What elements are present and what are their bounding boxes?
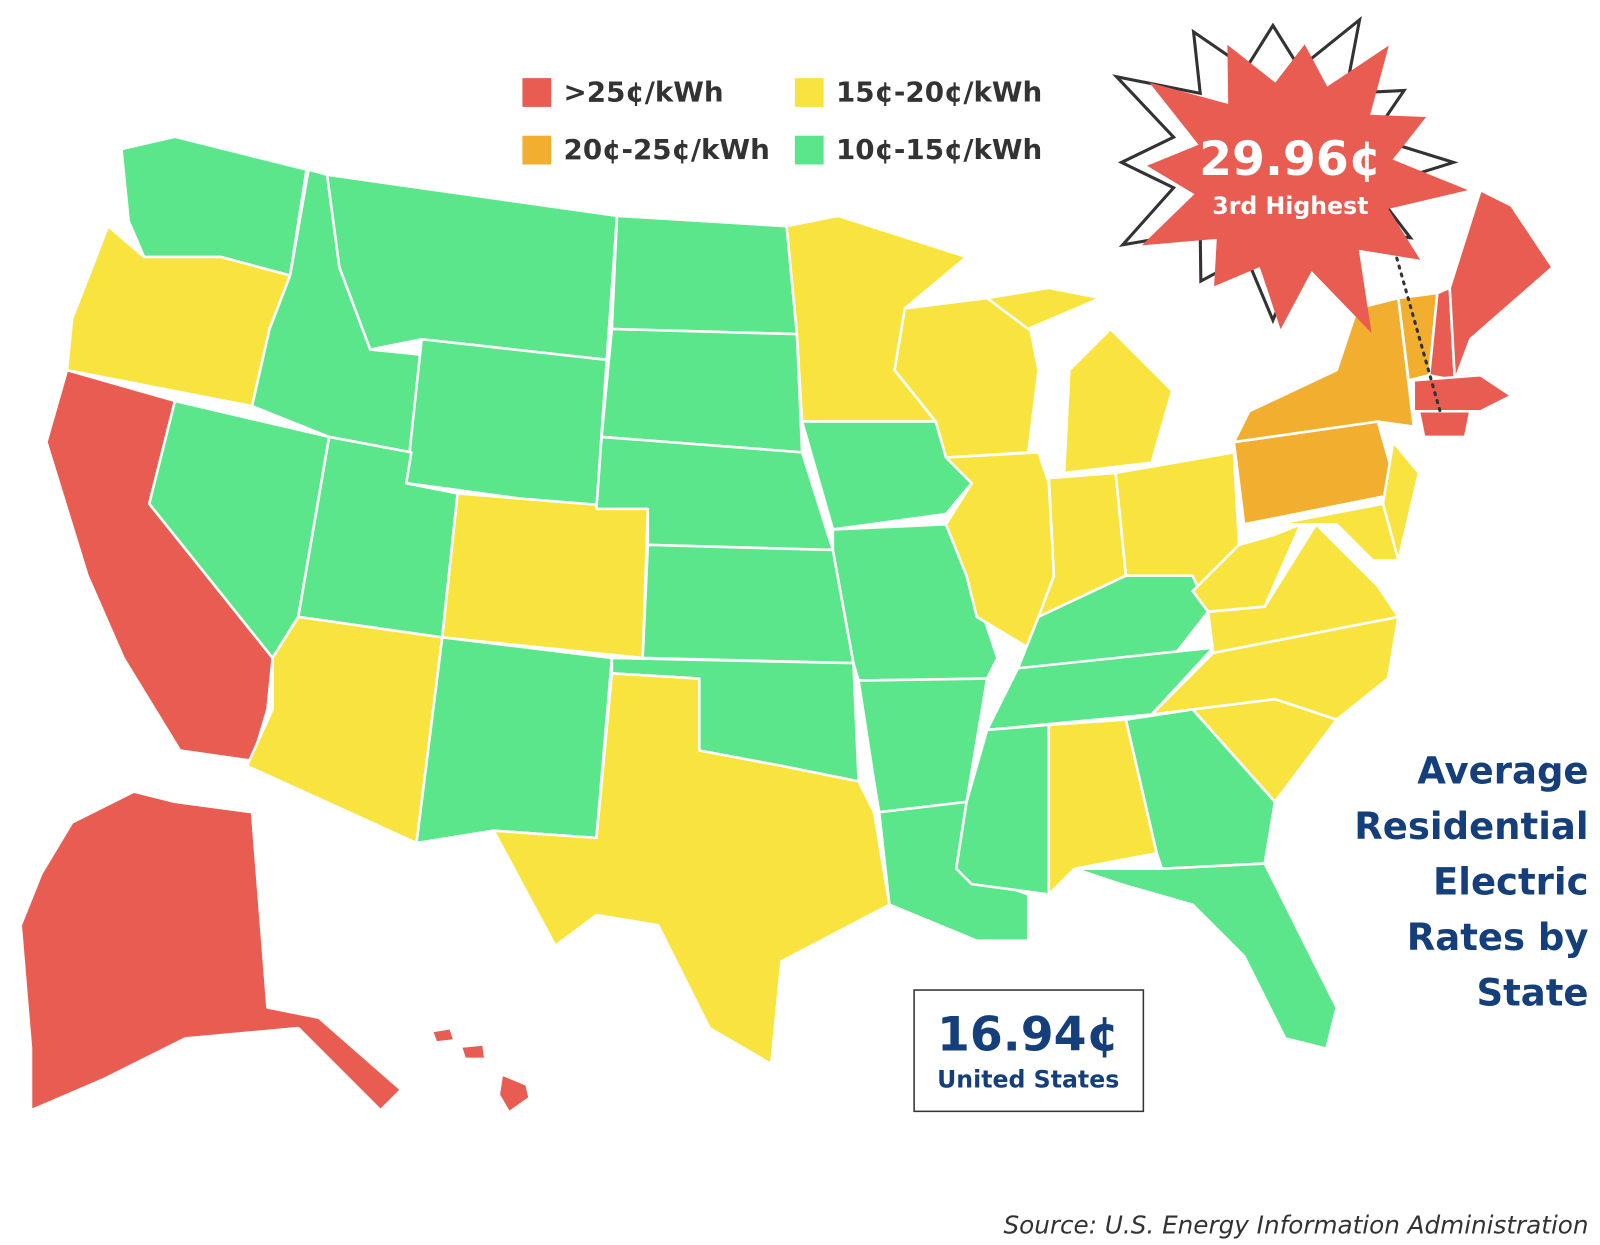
state <box>610 214 799 336</box>
average-label: United States <box>937 1066 1119 1094</box>
state <box>120 135 308 277</box>
state <box>944 451 1056 649</box>
callout-value: 29.96¢ <box>1199 132 1381 187</box>
source: Source: U.S. Energy Information Administ… <box>1004 1211 1589 1240</box>
state <box>440 492 650 660</box>
title-line: Residential <box>1354 805 1588 848</box>
state <box>19 790 403 1112</box>
state <box>430 1026 456 1044</box>
legend-label: >25¢/kWh <box>564 76 724 109</box>
state <box>492 672 891 1066</box>
callout-outline <box>1112 16 1459 325</box>
state <box>1047 718 1159 896</box>
state <box>325 173 619 362</box>
callout-pointer <box>1388 232 1444 418</box>
average-box <box>913 989 1145 1113</box>
state <box>1232 296 1416 444</box>
average-value: 16.94¢ <box>937 1008 1119 1063</box>
state <box>857 677 989 814</box>
state <box>641 543 855 665</box>
state <box>1062 327 1174 475</box>
state <box>245 615 444 845</box>
state <box>1412 373 1513 413</box>
title-line: State <box>1476 971 1588 1014</box>
legend-swatch <box>522 78 552 107</box>
legend-swatch <box>794 135 824 165</box>
state <box>404 337 609 511</box>
legend: >25¢/kWh 15¢-20¢/kWh 20¢-25¢/kWh 10¢-15¢/kW… <box>522 76 1042 166</box>
callout-burst <box>1141 44 1468 334</box>
state <box>1273 502 1400 562</box>
state <box>497 1073 531 1114</box>
state <box>459 1043 487 1061</box>
state <box>600 327 804 454</box>
states <box>19 135 1554 1114</box>
legend-label: 15¢-20¢/kWh <box>836 76 1042 109</box>
state <box>985 286 1102 331</box>
state <box>800 420 973 531</box>
callout-label: 3rd Highest <box>1212 192 1368 220</box>
legend-swatch <box>794 78 824 107</box>
state <box>1073 862 1338 1050</box>
title-line: Rates by <box>1407 916 1589 959</box>
legend-swatch <box>522 135 552 165</box>
title: Average Residential Electric Rates by State <box>1354 749 1588 1014</box>
legend-label: 20¢-25¢/kWh <box>564 133 770 166</box>
state <box>1448 188 1554 382</box>
legend-label: 10¢-15¢/kWh <box>836 133 1042 166</box>
title-line: Electric <box>1433 860 1589 903</box>
state <box>415 636 614 845</box>
state <box>1417 409 1472 439</box>
title-line: Average <box>1417 749 1588 792</box>
